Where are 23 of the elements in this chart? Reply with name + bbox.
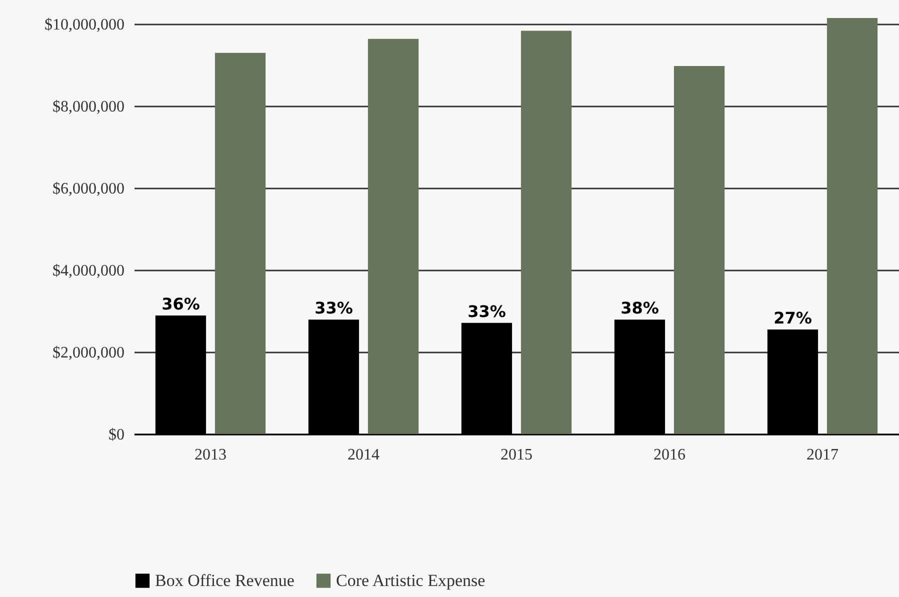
bar bbox=[214, 52, 266, 434]
bar bbox=[520, 30, 572, 434]
y-tick-label: $2,000,000 bbox=[52, 344, 124, 362]
x-tick-label: 2014 bbox=[348, 446, 380, 464]
x-tick-label: 2016 bbox=[654, 446, 686, 464]
y-tick-label: $4,000,000 bbox=[52, 262, 124, 280]
y-tick-label: $10,000,000 bbox=[44, 16, 124, 34]
bar bbox=[368, 38, 419, 434]
x-tick-label: 2017 bbox=[806, 446, 838, 464]
annotation: 33% bbox=[468, 302, 506, 321]
legend-label: Box Office Revenue bbox=[155, 570, 294, 590]
bar bbox=[826, 18, 878, 434]
y-tick-label: $6,000,000 bbox=[52, 180, 124, 198]
annotation: 36% bbox=[162, 294, 200, 314]
y-tick-label: $8,000,000 bbox=[52, 98, 124, 116]
x-tick-label: 2015 bbox=[500, 446, 532, 464]
annotation: 27% bbox=[774, 308, 812, 328]
x-tick-label: 2013 bbox=[194, 446, 226, 464]
annotation: 33% bbox=[314, 298, 353, 318]
legend-label: Core Artistic Expense bbox=[336, 570, 486, 590]
annotation: 38% bbox=[620, 298, 659, 318]
bar bbox=[674, 66, 725, 434]
y-tick-label: $0 bbox=[108, 426, 124, 444]
